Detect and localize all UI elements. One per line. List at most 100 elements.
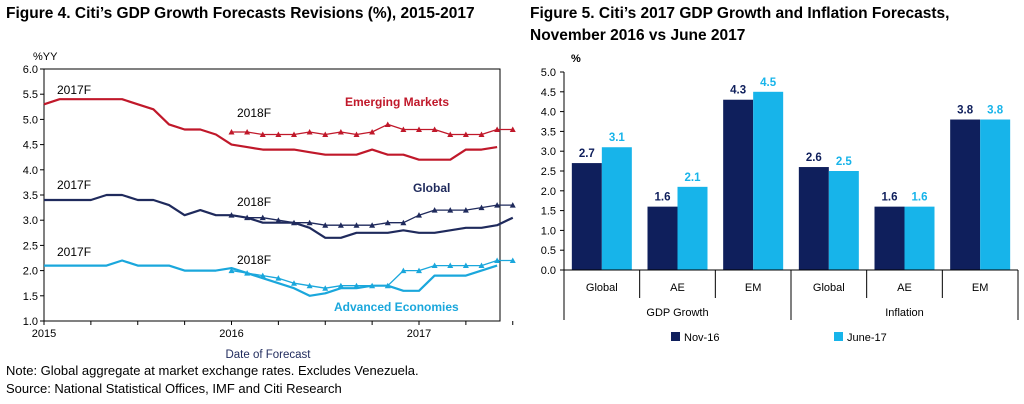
bar-june-17	[980, 119, 1011, 271]
y-tick-label: 3.5	[23, 190, 38, 202]
legend-swatch-june-17	[834, 332, 843, 341]
triangle-marker	[306, 219, 313, 226]
advanced-economies-2017f-line	[44, 259, 498, 297]
category-label: AE	[670, 282, 685, 294]
y-tick-label: 3.0	[23, 215, 38, 227]
triangle-marker	[275, 217, 282, 223]
triangle-marker	[462, 207, 469, 213]
legend-label-june-17: June-17	[847, 332, 887, 344]
triangle-marker	[431, 262, 438, 269]
triangle-marker	[416, 126, 422, 132]
triangle-marker	[478, 131, 485, 138]
triangle-marker	[322, 285, 329, 291]
y-axis-label: %YY	[33, 51, 58, 63]
y-tick-label: 4.5	[541, 87, 556, 99]
triangle-marker	[400, 126, 407, 132]
y-tick-label: 1.0	[23, 316, 38, 328]
note-text: Note: Global aggregate at market exchang…	[6, 363, 419, 378]
y-tick-label: 3.0	[541, 146, 556, 158]
triangle-marker	[337, 282, 344, 289]
triangle-marker	[431, 207, 438, 213]
triangle-marker	[291, 219, 297, 226]
triangle-marker	[259, 131, 266, 138]
y-axis-label: %	[571, 53, 581, 65]
triangle-marker	[291, 280, 297, 286]
forecast-annotation: 2017F	[57, 245, 91, 259]
triangle-marker	[509, 202, 516, 208]
triangle-marker	[509, 257, 516, 264]
triangle-marker	[369, 282, 376, 289]
legend-swatch-nov-16	[671, 332, 680, 341]
triangle-marker	[478, 204, 485, 211]
y-tick-label: 4.0	[541, 107, 556, 119]
legend-label-nov-16: Nov-16	[684, 332, 719, 344]
category-label: AE	[897, 282, 912, 294]
triangle-marker	[353, 131, 360, 138]
bar-value-label: 2.1	[685, 172, 702, 184]
triangle-marker	[384, 219, 391, 226]
triangle-marker	[384, 121, 391, 127]
bar-june-17	[904, 206, 935, 270]
triangle-marker	[353, 222, 360, 228]
x-axis-label: Date of Forecast	[225, 349, 311, 361]
triangle-marker	[494, 202, 501, 208]
y-tick-label: 4.5	[23, 140, 38, 152]
triangle-marker	[462, 262, 469, 269]
forecast-annotation: 2018F	[237, 253, 271, 267]
forecast-annotation: 2017F	[57, 178, 91, 192]
bar-value-label: 3.1	[609, 132, 626, 144]
triangle-marker	[400, 267, 407, 274]
bar-nov-16	[571, 163, 602, 270]
x-tick-label: 2015	[32, 328, 56, 340]
group-label: Inflation	[885, 307, 924, 319]
bar-nov-16	[798, 167, 829, 270]
bar-value-label: 4.5	[760, 77, 777, 89]
bar-june-17	[601, 147, 632, 270]
triangle-marker	[244, 270, 251, 276]
triangle-marker	[259, 214, 266, 221]
bar-value-label: 2.7	[579, 148, 595, 160]
triangle-marker	[337, 222, 344, 228]
triangle-marker	[369, 222, 376, 228]
category-label: EM	[972, 282, 989, 294]
legend-label-emerging-markets: Emerging Markets	[345, 95, 449, 109]
x-tick-label: 2016	[219, 328, 243, 340]
category-label: Global	[813, 282, 845, 294]
bar-value-label: 3.8	[957, 105, 974, 117]
y-tick-label: 2.5	[541, 166, 556, 178]
y-tick-label: 0.5	[541, 245, 556, 257]
y-tick-label: 5.0	[541, 67, 556, 79]
triangle-marker	[228, 129, 235, 135]
triangle-marker	[384, 282, 391, 289]
triangle-marker	[291, 131, 297, 138]
y-tick-label: 5.0	[23, 114, 38, 126]
triangle-marker	[447, 207, 454, 213]
y-tick-label: 1.5	[541, 206, 556, 218]
bar-june-17	[753, 91, 784, 270]
legend-label-global: Global	[413, 181, 450, 195]
y-tick-label: 0.0	[541, 265, 556, 277]
triangle-marker	[306, 129, 313, 135]
y-tick-label: 2.0	[541, 186, 556, 198]
bar-value-label: 1.6	[912, 192, 928, 204]
triangle-marker	[494, 257, 501, 264]
bar-value-label: 1.6	[882, 192, 898, 204]
y-tick-label: 2.5	[23, 240, 38, 252]
triangle-marker	[259, 272, 266, 279]
y-tick-label: 1.0	[541, 225, 556, 237]
triangle-marker	[416, 212, 422, 218]
emerging-markets-2017f-line	[43, 98, 498, 161]
triangle-marker	[353, 282, 360, 289]
triangle-marker	[228, 267, 235, 274]
figure4-title: Figure 4. Citi’s GDP Growth Forecasts Re…	[6, 5, 475, 22]
triangle-marker	[275, 275, 282, 281]
triangle-marker	[447, 262, 454, 269]
triangle-marker	[509, 126, 516, 132]
triangle-marker	[322, 222, 329, 228]
bar-value-label: 2.6	[806, 152, 822, 164]
forecast-annotation: 2017F	[57, 83, 91, 97]
bar-nov-16	[647, 206, 678, 270]
legend-label-advanced-economies: Advanced Economies	[334, 300, 459, 314]
